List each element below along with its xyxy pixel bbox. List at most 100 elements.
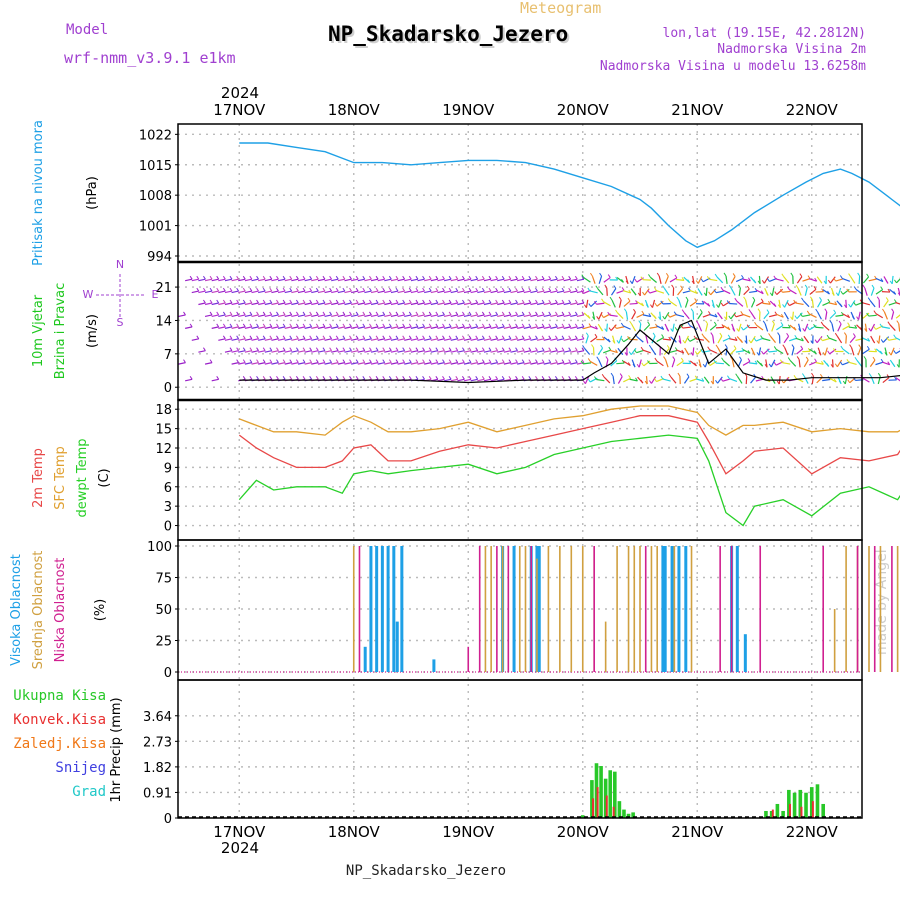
wind-barb xyxy=(410,326,419,329)
wind-barb xyxy=(317,278,326,282)
wind-barb xyxy=(563,302,571,306)
wind-barb-tick xyxy=(629,280,633,284)
wind-barb-tick xyxy=(682,339,686,344)
cloud-bar xyxy=(380,546,384,672)
wind-barb xyxy=(264,338,272,341)
wind-barb-tick xyxy=(710,332,714,336)
wind-barb-tick xyxy=(295,275,299,280)
wind-barb xyxy=(817,311,822,320)
wind-barb-tick xyxy=(375,299,379,304)
wind-barb xyxy=(836,335,843,344)
wind-barb-tick xyxy=(217,336,219,339)
wind-barb xyxy=(277,290,286,294)
wind-barb xyxy=(218,363,225,365)
cloud-bar xyxy=(690,546,693,672)
wind-barb xyxy=(684,299,689,308)
wind-barb-tick xyxy=(388,359,392,363)
wind-barb xyxy=(410,350,419,353)
wind-barb-tick xyxy=(382,347,386,351)
wind-barb-tick xyxy=(548,376,552,380)
wind-barb xyxy=(683,312,690,320)
wind-barb xyxy=(211,378,219,382)
wind-barb-tick xyxy=(442,299,445,304)
wind-barb-tick xyxy=(488,347,492,351)
wind-barb-tick xyxy=(747,358,751,362)
wind-barb xyxy=(536,278,545,282)
wind-barb-tick xyxy=(295,323,299,328)
wind-barb-tick xyxy=(369,275,372,280)
wind-barb xyxy=(384,350,392,353)
wind-barb-tick xyxy=(203,376,205,379)
wind-barb xyxy=(397,362,405,365)
wind-barb-tick xyxy=(315,335,319,340)
wind-barb xyxy=(842,277,851,282)
wind-barb-tick xyxy=(782,344,786,349)
wind-barb-tick xyxy=(475,299,479,304)
wind-barb xyxy=(795,302,804,306)
wind-barb xyxy=(550,338,558,341)
wind-barb xyxy=(729,302,738,305)
wind-barb-tick xyxy=(455,347,459,351)
wind-barb-tick xyxy=(501,359,505,363)
wind-barb-tick xyxy=(435,359,439,363)
wind-barb xyxy=(598,359,603,368)
wind-barb-tick xyxy=(184,336,186,339)
wind-barb-tick xyxy=(554,335,558,340)
wind-barb-tick xyxy=(535,376,538,380)
wind-barb-tick xyxy=(355,323,359,328)
wind-barb-tick xyxy=(395,323,399,328)
wind-barb xyxy=(470,278,478,282)
wind-barb-tick xyxy=(369,311,372,316)
wind-barb xyxy=(576,278,585,282)
wind-barb xyxy=(543,314,551,318)
wind-barb xyxy=(783,335,790,344)
wind-barb-tick xyxy=(295,299,299,304)
wind-barb xyxy=(457,378,465,382)
wind-barb xyxy=(291,350,299,353)
wind-barb xyxy=(530,350,538,353)
wind-barb xyxy=(570,338,578,341)
cloud-bar xyxy=(530,546,533,672)
wind-barb-tick xyxy=(715,344,719,349)
wind-barb-tick xyxy=(355,311,359,316)
wind-barb xyxy=(563,290,571,294)
wind-barb-tick xyxy=(787,357,791,361)
temperature-series-line xyxy=(238,434,900,527)
wind-barb xyxy=(503,290,512,294)
wind-barb xyxy=(616,362,625,365)
wind-barb xyxy=(835,278,844,282)
wind-barb xyxy=(550,362,558,365)
wind-barb-tick xyxy=(887,321,891,325)
wind-barb-tick xyxy=(621,338,625,342)
wind-barb xyxy=(277,302,286,306)
wind-barb-tick xyxy=(289,323,293,328)
wind-barb xyxy=(225,379,232,381)
wind-barb-tick xyxy=(448,299,452,304)
wind-barb-tick xyxy=(282,311,286,316)
wind-barb-tick xyxy=(607,311,611,316)
wind-barb-tick xyxy=(289,359,293,363)
wind-barb-tick xyxy=(823,280,827,285)
wind-barb xyxy=(204,290,213,294)
wind-barb xyxy=(424,314,432,318)
wind-barb xyxy=(676,278,685,281)
wind-barb-tick xyxy=(811,372,814,377)
wind-barb-tick xyxy=(322,311,326,316)
wind-barb xyxy=(238,362,246,365)
wind-barb-tick xyxy=(335,335,339,340)
precip-bar xyxy=(594,763,599,818)
wind-barb xyxy=(842,348,850,355)
wind-barb xyxy=(238,302,246,306)
wind-barb-tick xyxy=(428,311,432,316)
wind-barb xyxy=(271,338,279,341)
wind-barb xyxy=(390,314,399,318)
wind-barb-tick xyxy=(382,359,386,363)
wind-barb xyxy=(483,338,492,341)
wind-barb-tick xyxy=(289,275,293,280)
wind-barb-tick xyxy=(561,347,565,351)
wind-barb xyxy=(623,360,631,367)
wind-barb xyxy=(696,378,704,382)
wind-barb-tick xyxy=(422,347,425,351)
wind-barb-tick xyxy=(269,299,273,304)
